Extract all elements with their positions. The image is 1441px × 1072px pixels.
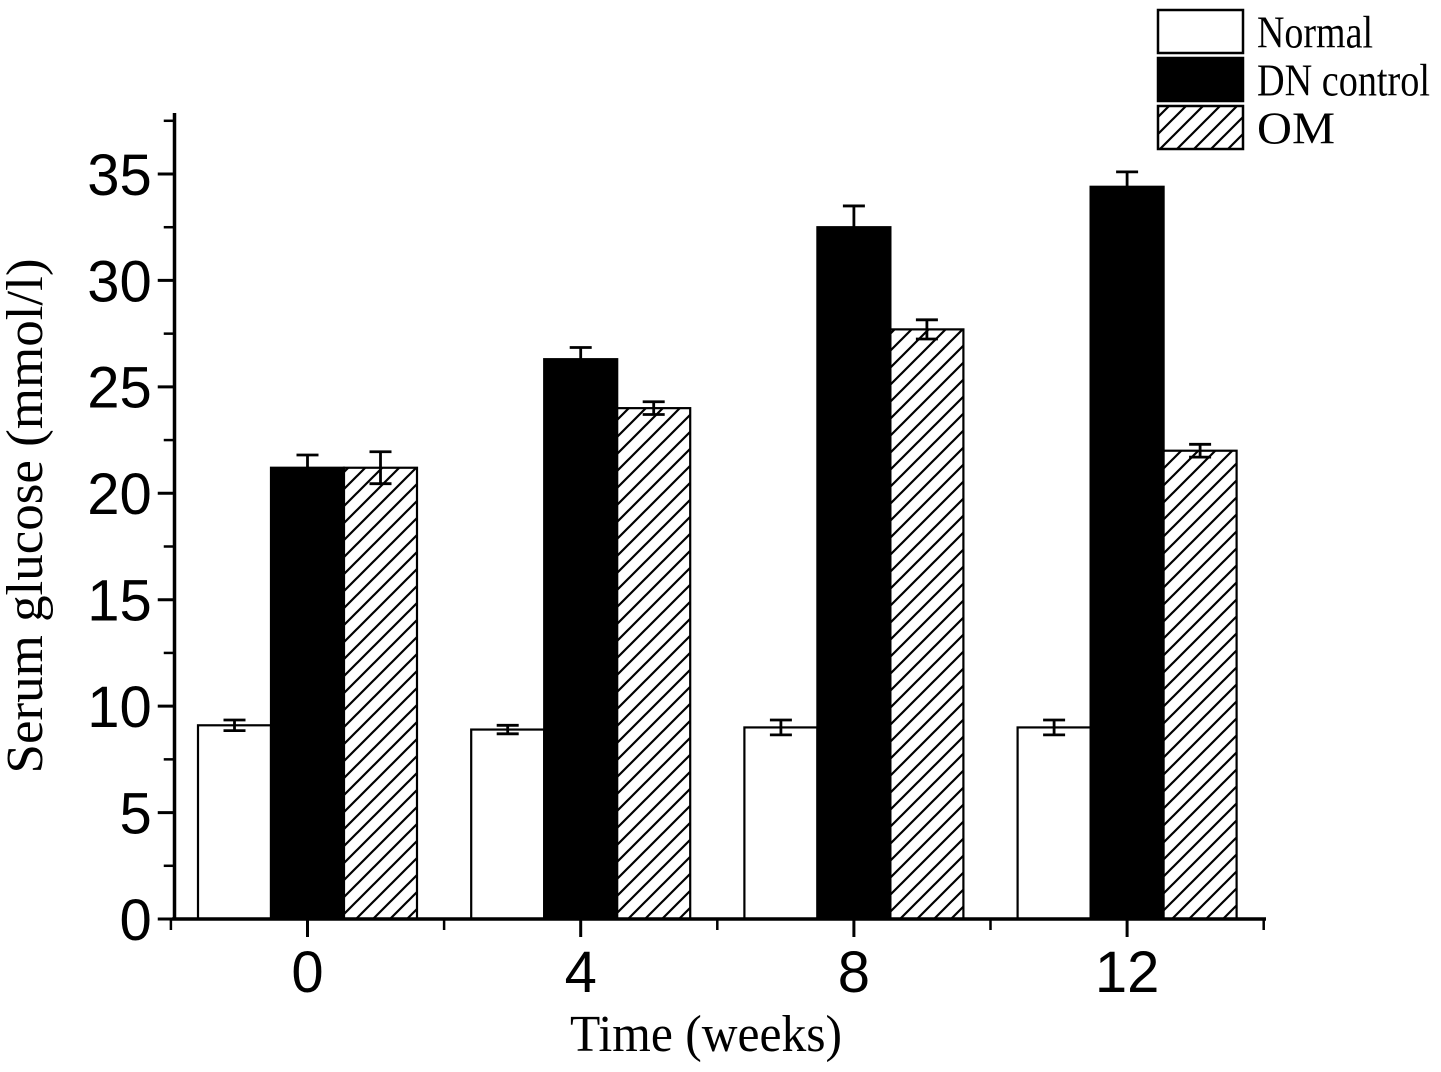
bar-dn-control-0 bbox=[269, 466, 346, 921]
errorbar-normal-8 bbox=[769, 718, 792, 737]
legend-row-normal: Normal bbox=[1156, 8, 1373, 58]
x-axis-title: Time (weeks) bbox=[570, 1006, 842, 1063]
legend-label-om: OM bbox=[1257, 104, 1335, 154]
axes-layer bbox=[172, 113, 1266, 921]
ticks-layer: 0 5 10 15 20 25 30 35 0 4 8 12 bbox=[87, 119, 1265, 1005]
x-tick-label-12: 12 bbox=[1095, 940, 1160, 1005]
errorbar-dn-control-4 bbox=[569, 346, 592, 360]
x-tick-label-8: 8 bbox=[838, 940, 870, 1005]
bar-om-8 bbox=[889, 328, 965, 921]
error-bars-layer bbox=[223, 170, 1212, 737]
errorbar-normal-12 bbox=[1043, 718, 1066, 737]
y-tick-label-5: 5 bbox=[119, 781, 151, 846]
y-tick-label-15: 15 bbox=[87, 569, 152, 634]
bar-normal-0 bbox=[196, 724, 273, 921]
legend-swatch-normal bbox=[1156, 8, 1245, 55]
errorbar-om-4 bbox=[642, 400, 665, 416]
bar-normal-8 bbox=[743, 726, 819, 921]
errorbar-dn-control-8 bbox=[842, 204, 865, 228]
y-tick-label-30: 30 bbox=[87, 249, 152, 314]
errorbar-om-0 bbox=[369, 450, 392, 486]
series-dn-control bbox=[269, 185, 1165, 921]
errorbar-dn-control-0 bbox=[296, 453, 319, 468]
errorbar-om-8 bbox=[915, 318, 938, 341]
legend-swatch-dn-control bbox=[1156, 56, 1245, 103]
bar-dn-control-4 bbox=[543, 358, 619, 921]
bar-om-0 bbox=[342, 466, 419, 921]
errorbar-normal-4 bbox=[496, 723, 519, 736]
y-tick-label-35: 35 bbox=[87, 143, 152, 208]
bars-layer bbox=[196, 185, 1238, 921]
legend-swatch-om bbox=[1156, 104, 1245, 151]
bar-normal-12 bbox=[1016, 726, 1092, 921]
bar-om-4 bbox=[616, 407, 692, 921]
y-tick-label-25: 25 bbox=[87, 356, 152, 421]
errorbar-normal-0 bbox=[223, 718, 246, 733]
x-tick-label-4: 4 bbox=[565, 940, 597, 1005]
errorbar-om-12 bbox=[1189, 442, 1212, 459]
x-tick-label-0: 0 bbox=[291, 940, 323, 1005]
bar-om-12 bbox=[1162, 449, 1238, 921]
bar-dn-control-12 bbox=[1089, 185, 1165, 921]
legend-row-om: OM bbox=[1156, 104, 1335, 154]
bar-dn-control-8 bbox=[816, 226, 892, 921]
errorbar-dn-control-12 bbox=[1116, 170, 1139, 187]
y-tick-label-0: 0 bbox=[119, 888, 151, 953]
y-axis-title: Serum glucose (mmol/l) bbox=[0, 259, 54, 774]
bar-normal-4 bbox=[470, 728, 546, 921]
legend-row-dn-control: DN control bbox=[1156, 56, 1430, 106]
legend-label-dn-control: DN control bbox=[1257, 56, 1430, 106]
y-tick-label-10: 10 bbox=[87, 675, 152, 740]
legend-label-normal: Normal bbox=[1257, 8, 1373, 58]
y-tick-label-20: 20 bbox=[87, 462, 152, 527]
